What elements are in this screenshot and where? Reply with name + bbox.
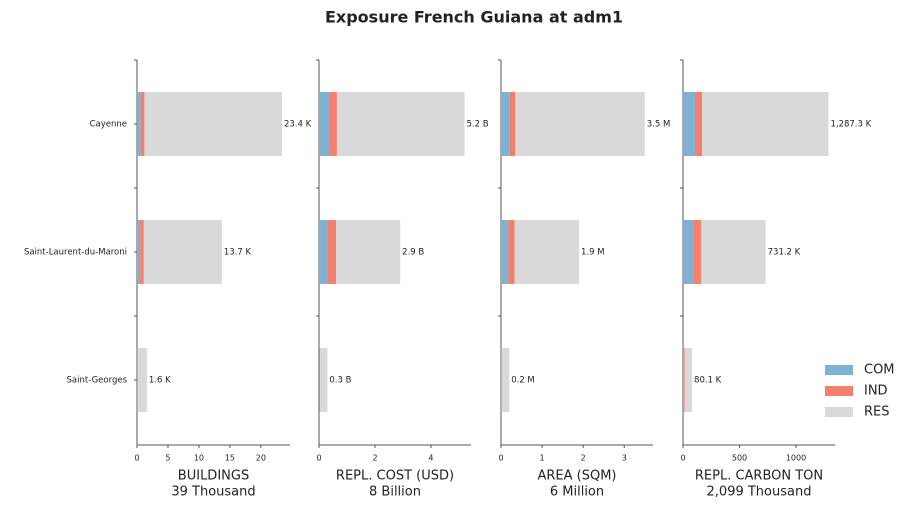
bar-segment (329, 92, 337, 156)
y-tick-label: Saint-Laurent-du-Maroni (24, 248, 127, 258)
total-label: 23.4 K (284, 120, 312, 130)
bar-segment (501, 92, 510, 156)
legend-label: IND (864, 384, 888, 399)
bar-segment (701, 92, 829, 156)
total-label: 13.7 K (224, 248, 252, 258)
bar-segment (137, 348, 147, 412)
bar-segment (501, 348, 510, 412)
x-tick-label: 5 (165, 454, 170, 463)
x-axis-label: REPL. CARBON TON (695, 469, 823, 484)
total-label: 2.9 B (402, 248, 424, 258)
total-label: 1.6 K (149, 376, 171, 386)
legend-swatch (825, 365, 853, 375)
legend-swatch (825, 386, 853, 396)
x-tick-label: 2 (372, 454, 377, 463)
total-label: 1,287.3 K (830, 120, 871, 130)
x-tick-label: 0 (134, 454, 139, 463)
bar-segment (684, 348, 693, 412)
x-tick-label: 10 (194, 454, 204, 463)
total-label: 3.5 M (647, 120, 671, 130)
x-tick-label: 4 (428, 454, 433, 463)
x-axis-sublabel: 8 Billion (369, 485, 421, 500)
total-label: 1.9 M (581, 248, 605, 258)
bar-segment (327, 220, 337, 284)
bar-segment (501, 220, 509, 284)
x-axis-sublabel: 2,099 Thousand (707, 485, 812, 500)
bar-segment (683, 92, 695, 156)
legend-label: RES (864, 405, 890, 420)
bar-segment (137, 92, 141, 156)
x-tick-label: 0 (680, 454, 685, 463)
x-tick-label: 2 (581, 454, 586, 463)
bar-segment (319, 220, 328, 284)
x-tick-label: 1000 (786, 454, 806, 463)
bar-segment (319, 348, 321, 412)
x-tick-label: 3 (622, 454, 627, 463)
x-tick-label: 500 (732, 454, 747, 463)
y-tick-label: Cayenne (90, 120, 127, 130)
legend-label: COM (864, 363, 895, 378)
bar-segment (509, 92, 516, 156)
bar-segment (683, 220, 694, 284)
total-label: 80.1 K (694, 376, 722, 386)
bar-segment (320, 348, 328, 412)
x-axis-label: REPL. COST (USD) (336, 469, 454, 484)
y-tick-label: Saint-Georges (67, 376, 128, 386)
total-label: 731.2 K (768, 248, 801, 258)
bar-segment (694, 92, 702, 156)
x-tick-label: 0 (316, 454, 321, 463)
bar-segment (336, 92, 465, 156)
bar-segment (508, 220, 515, 284)
x-tick-label: 15 (225, 454, 235, 463)
x-tick-label: 20 (256, 454, 266, 463)
x-axis-label: AREA (SQM) (537, 469, 616, 484)
bar-segment (683, 348, 684, 412)
bar-segment (515, 92, 645, 156)
bar-segment (140, 92, 145, 156)
legend-swatch (825, 407, 853, 417)
x-axis-sublabel: 39 Thousand (171, 485, 255, 500)
chart-title: Exposure French Guiana at adm1 (325, 8, 623, 27)
bar-segment (143, 220, 222, 284)
bar-segment (514, 220, 580, 284)
total-label: 5.2 B (467, 120, 489, 130)
bar-segment (137, 220, 141, 284)
bar-segment (140, 220, 144, 284)
bar-segment (683, 348, 685, 412)
total-label: 0.3 B (329, 376, 351, 386)
bar-segment (319, 92, 330, 156)
bar-segment (700, 220, 766, 284)
bar-segment (336, 220, 401, 284)
bar-segment (693, 220, 701, 284)
x-tick-label: 0 (498, 454, 503, 463)
x-axis-label: BUILDINGS (178, 469, 249, 484)
x-tick-label: 1 (540, 454, 545, 463)
bar-segment (144, 92, 282, 156)
x-axis-sublabel: 6 Million (550, 485, 604, 500)
total-label: 0.2 M (511, 376, 535, 386)
